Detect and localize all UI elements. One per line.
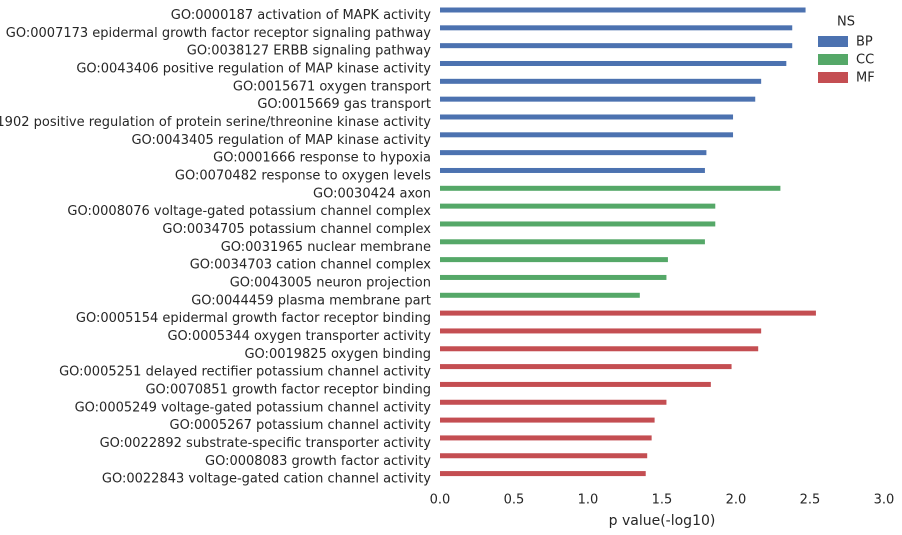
x-tick-label: 1.0 [578,493,599,508]
bar [440,328,762,334]
bar [440,292,640,298]
bar [440,185,781,191]
bar [440,435,652,441]
category-label: GO:0043005 neuron projection [230,275,431,290]
bar [440,257,668,263]
bar [440,78,762,84]
category-label: GO:0038127 ERBB signaling pathway [187,44,432,59]
x-tick-label: 0.5 [504,493,525,508]
x-tick-label: 1.5 [652,493,673,508]
category-label: GO:0007173 epidermal growth factor recep… [6,26,431,41]
category-label: GO:0015671 oxygen transport [233,79,431,94]
bar [440,471,646,477]
category-label: GO:0022892 substrate-specific transporte… [100,436,432,451]
bar [440,221,716,227]
category-label: GO:0005251 delayed rectifier potassium c… [59,365,431,380]
bar [440,203,716,209]
bar [440,417,655,423]
category-label: GO:0031965 nuclear membrane [221,240,431,255]
bar [440,274,667,280]
legend-swatch [818,36,848,47]
legend-title: NS [837,15,855,30]
category-label: GO:0043406 positive regulation of MAP ki… [76,61,431,76]
category-label: GO:0005344 oxygen transporter activity [167,329,431,344]
legend-swatch [818,54,848,65]
x-tick-label: 2.5 [800,493,821,508]
x-axis-title: p value(-log10) [609,513,716,529]
legend-label: CC [856,53,874,68]
category-label: GO:0044459 plasma membrane part [191,293,431,308]
category-label: GO:0030424 axon [313,186,431,201]
bar [440,381,711,387]
x-tick-label: 2.0 [726,493,747,508]
x-tick-label: 3.0 [874,493,895,508]
category-label: GO:0008076 voltage-gated potassium chann… [67,204,431,219]
bar [440,364,732,370]
category-label: GO:0034705 potassium channel complex [162,222,431,237]
bar [440,43,793,49]
bar [440,453,648,459]
bar [440,239,705,245]
category-label: GO:0005267 potassium channel activity [170,418,432,433]
category-label: GO:0005154 epidermal growth factor recep… [76,311,431,326]
legend-swatch [818,72,848,83]
bar [440,25,793,31]
category-label: GO:0070851 growth factor receptor bindin… [145,382,431,397]
bar [440,96,756,102]
bar [440,150,707,156]
category-label: GO:0019825 oxygen binding [244,347,431,362]
category-label: GO:0000187 activation of MAPK activity [171,8,431,23]
bar [440,346,759,352]
bar [440,7,806,13]
category-label: GO:0070482 response to oxygen levels [175,168,431,183]
category-label: GO:0015669 gas transport [257,97,431,112]
legend-label: BP [856,35,873,50]
legend-label: MF [856,71,875,86]
category-label: GO:0008083 growth factor activity [205,454,431,469]
bar [440,114,734,120]
bar [440,167,705,173]
category-label: GO:0022843 voltage-gated cation channel … [102,472,431,487]
bar [440,60,787,66]
bar [440,310,816,316]
bar [440,399,667,405]
category-label: GO:0071902 positive regulation of protei… [0,115,431,130]
x-tick-label: 0.0 [430,493,451,508]
category-label: GO:0034703 cation channel complex [190,258,432,273]
category-label: GO:0043405 regulation of MAP kinase acti… [131,133,431,148]
bar [440,132,734,138]
category-label: GO:0005249 voltage-gated potassium chann… [75,400,432,415]
category-label: GO:0001666 response to hypoxia [213,151,431,166]
